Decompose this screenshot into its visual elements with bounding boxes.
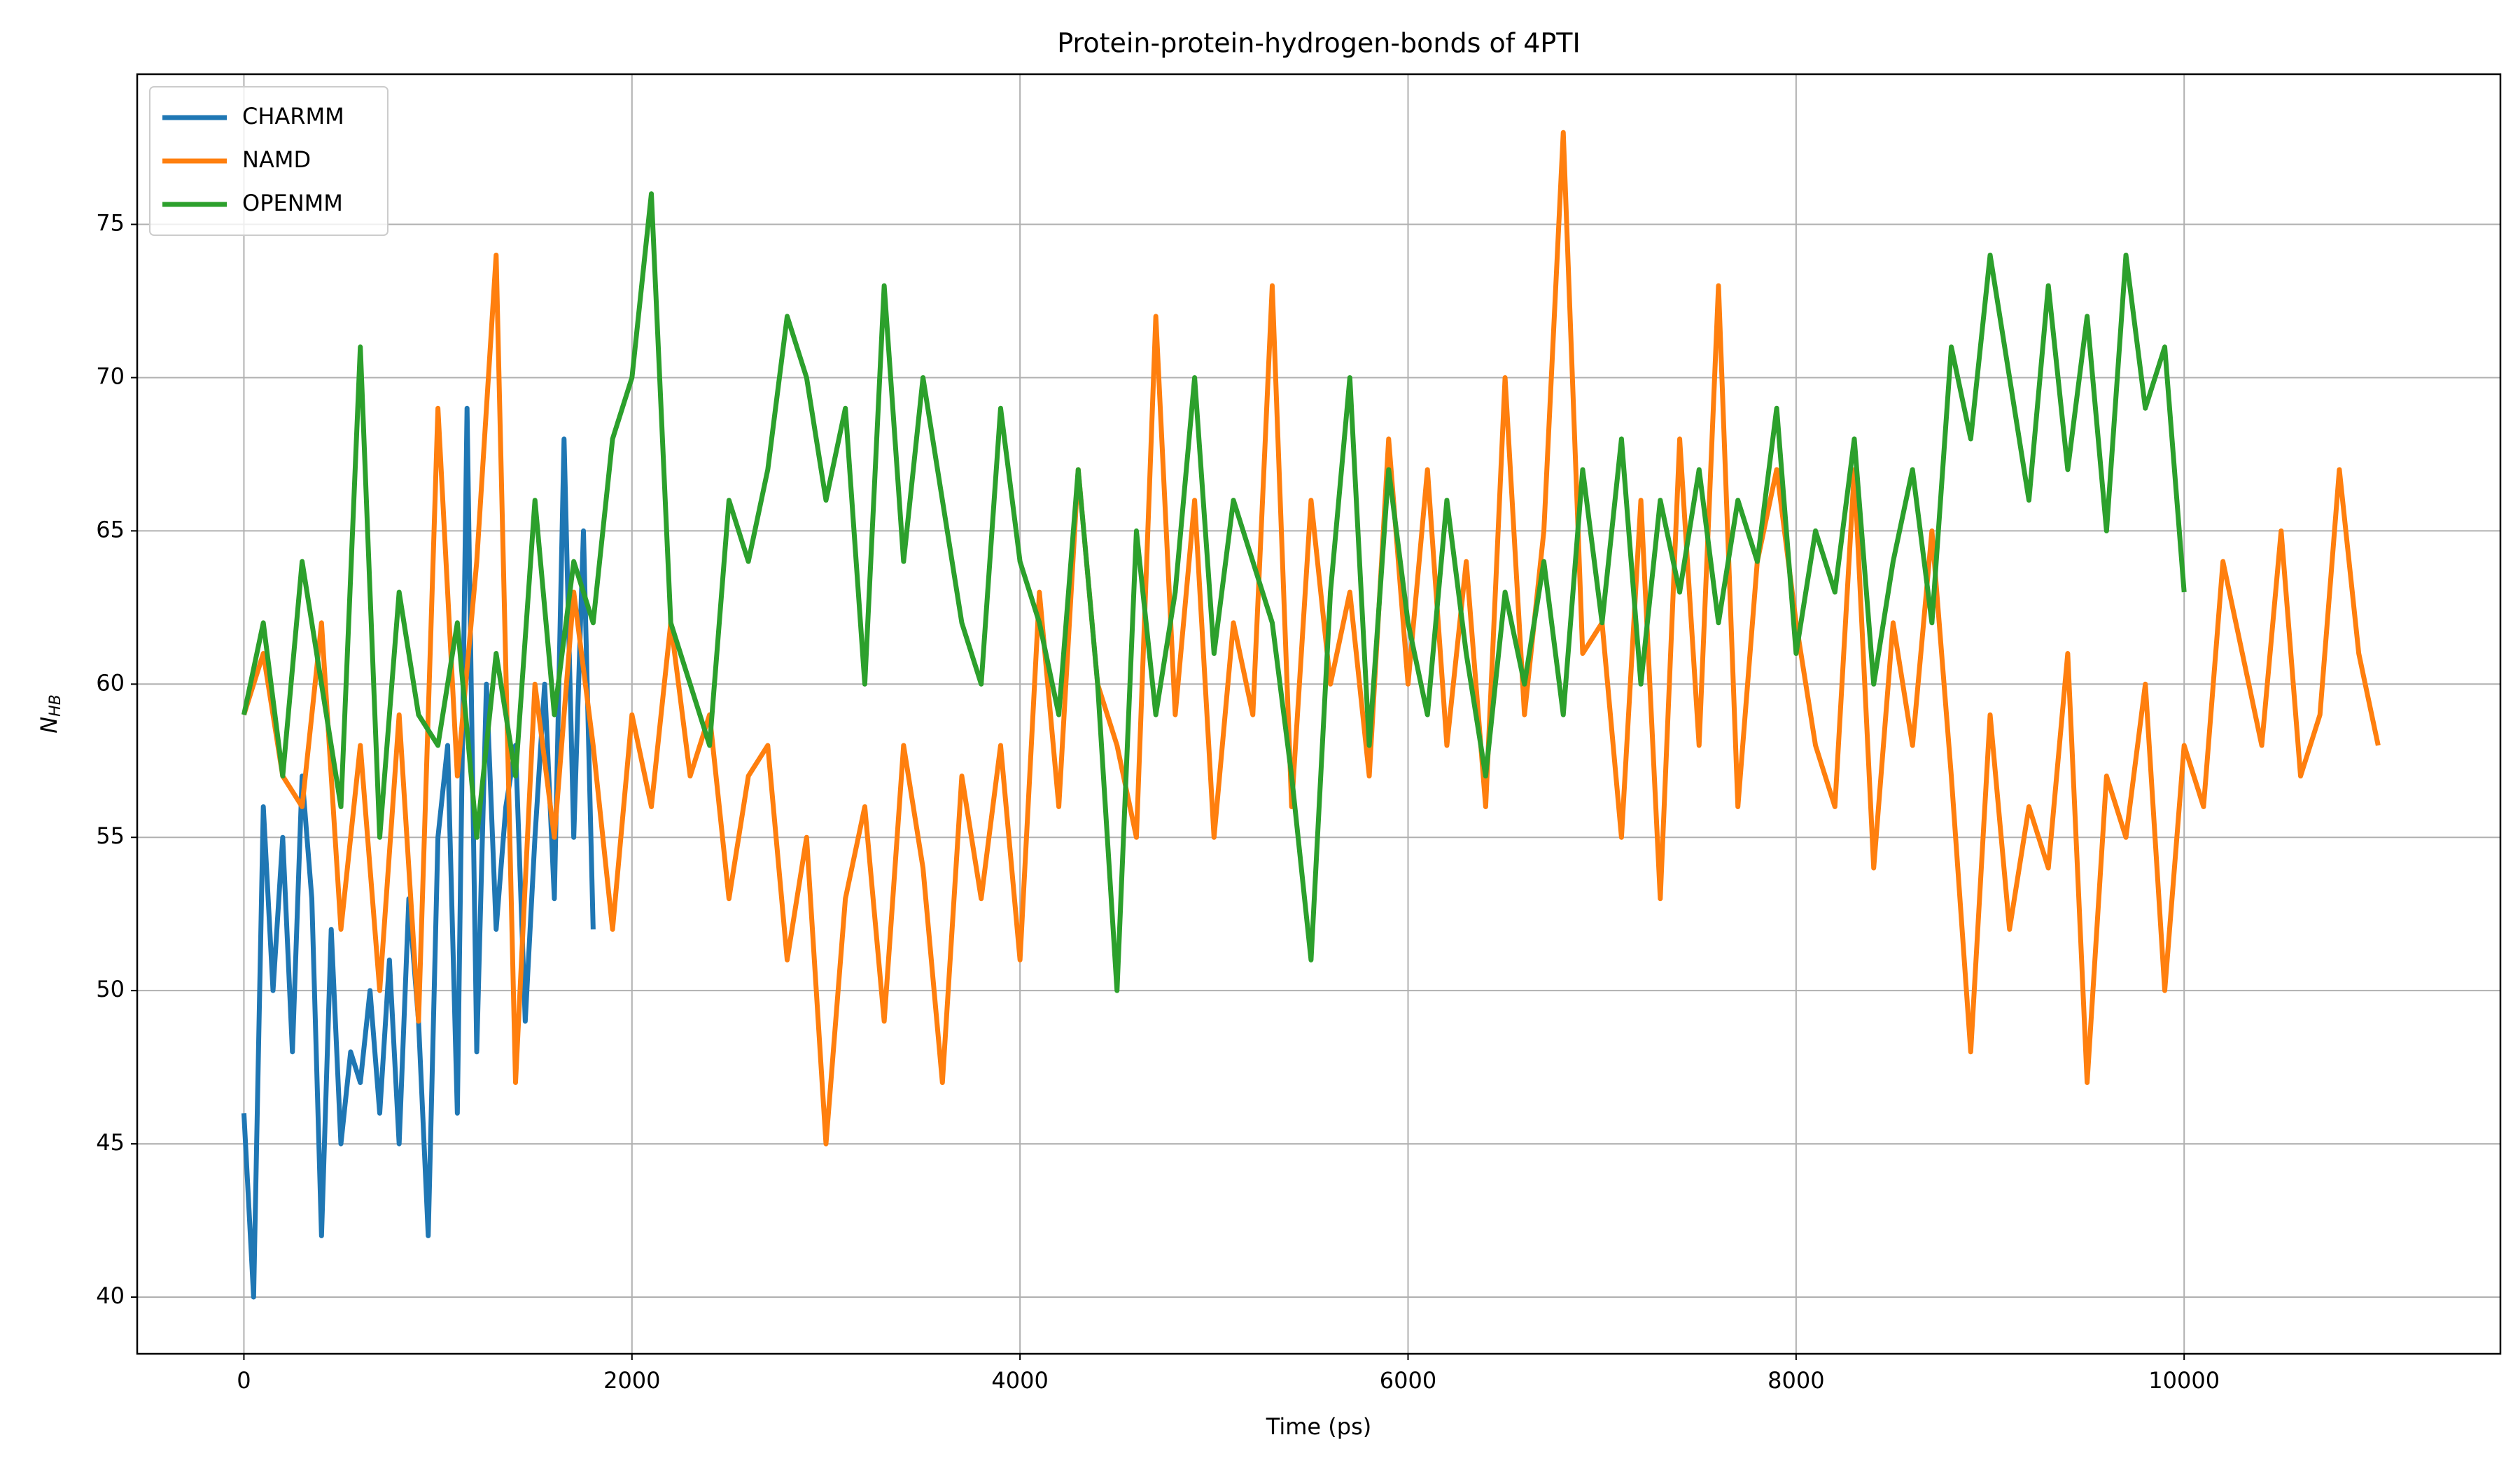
legend-box (149, 86, 388, 236)
legend-label: OPENMM (242, 190, 343, 216)
x-tick-label: 2000 (603, 1367, 660, 1394)
x-tick-label: 6000 (1380, 1367, 1436, 1394)
y-tick-label: 60 (96, 669, 125, 696)
y-tick-label: 70 (96, 363, 125, 389)
y-axis-label: NHB (36, 694, 64, 734)
line (241, 130, 2381, 1147)
x-axis-label: Time (ps) (1266, 1413, 1371, 1440)
chart-title: Protein-protein-hydrogen-bonds of 4PTI (1057, 28, 1580, 59)
x-tick-label: 4000 (991, 1367, 1048, 1394)
y-tick-label: 55 (96, 822, 125, 849)
y-axis-label-sub: HB (47, 694, 64, 717)
y-tick-label: 50 (96, 976, 125, 1002)
y-tick-label: 75 (96, 210, 125, 237)
plot-frame (136, 73, 2502, 1355)
legend-label: CHARMM (242, 103, 344, 130)
y-tick-label: 40 (96, 1282, 125, 1309)
y-tick-label: 65 (96, 516, 125, 542)
line (241, 191, 2187, 993)
x-tick-label: 8000 (1768, 1367, 1824, 1394)
y-tick-label: 45 (96, 1129, 125, 1156)
x-tick-label: 0 (237, 1367, 251, 1394)
y-axis-label-main: N (36, 717, 62, 734)
legend-label: NAMD (242, 146, 311, 173)
x-tick-label: 10000 (2148, 1367, 2220, 1394)
